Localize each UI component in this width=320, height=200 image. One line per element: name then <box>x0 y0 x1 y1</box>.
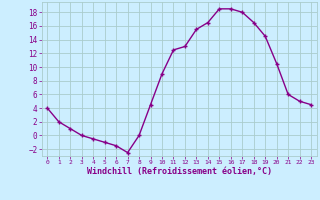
X-axis label: Windchill (Refroidissement éolien,°C): Windchill (Refroidissement éolien,°C) <box>87 167 272 176</box>
